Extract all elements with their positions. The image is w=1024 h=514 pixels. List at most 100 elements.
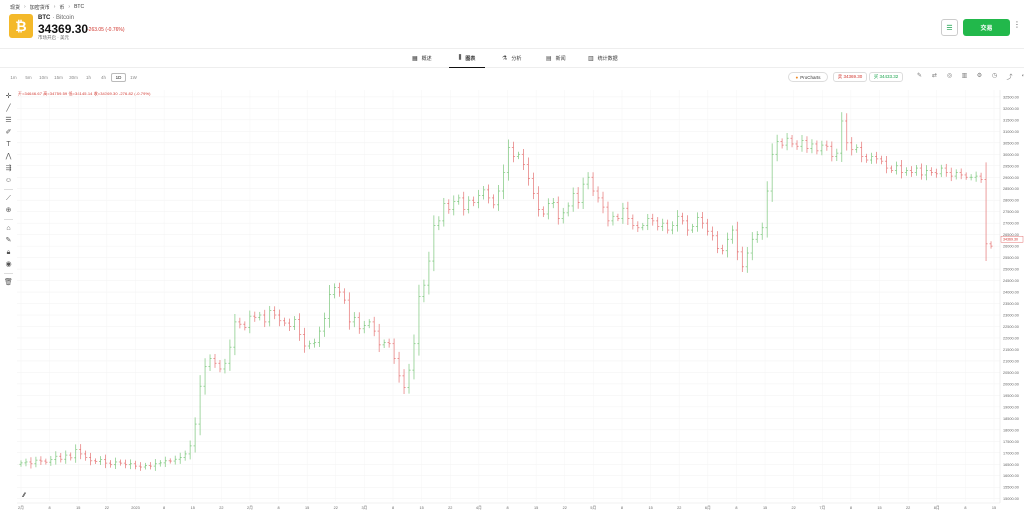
y-tick-label: 28000.00 [1003,199,1019,203]
x-tick-label: 22 [906,506,910,510]
x-tick-label: 8 [850,506,852,510]
breadcrumb-item[interactable]: 币 [59,5,65,11]
y-tick-label: 23500.00 [1003,302,1019,306]
share-icon[interactable]: ⤴ [1006,75,1013,81]
drawing-tools: ✛ ╱ ☰ ✐ T ⋀ ⇶ ☺ ⟋ ⊕ ⌂ ✎ 🔒︎ ◉ 🗑︎ [2,92,15,287]
y-tick-label: 20500.00 [1003,371,1019,375]
settings-icon[interactable]: ⚙ [976,73,983,79]
list-icon: ☰ [946,24,953,32]
timeframe-15m[interactable]: 15m [54,75,63,80]
watchlist-button[interactable]: ☰ [941,19,958,36]
timeframe-1h[interactable]: 1h [85,75,91,80]
current-price-label: 34369.30 [1003,238,1018,242]
clock-icon[interactable]: ◷ [991,73,998,79]
forecast-icon[interactable]: ⇶ [5,165,12,172]
x-tick-label: 15 [534,506,538,510]
y-tick-label: 29500.00 [1003,164,1019,168]
crosshair-icon[interactable]: ✛ [5,93,12,100]
y-tick-label: 22000.00 [1003,336,1019,340]
timeframe-10m[interactable]: 10m [39,75,48,80]
bitcoin-logo: ₿ [9,14,33,38]
sell-button[interactable]: 卖 34369.30 [833,72,867,82]
trade-button[interactable]: 交易 [963,19,1010,36]
breadcrumb: 现货 › 加密货币 › 币 › BTC [10,4,84,11]
y-tick-label: 15000.00 [1003,497,1019,501]
draw-icon[interactable]: ✎ [916,73,923,79]
timeframe-1m[interactable]: 1m [10,75,17,80]
timeframe-5m[interactable]: 5m [25,75,32,80]
timeframe-4h[interactable]: 4h [100,75,106,80]
tab-overview[interactable]: ▦ 概述 [412,49,432,68]
trendline-icon[interactable]: ╱ [6,105,11,112]
buy-button[interactable]: 买 34433.32 [869,72,903,82]
x-tick-label: 15 [763,506,767,510]
emoji-icon[interactable]: ☺ [4,177,13,184]
breadcrumb-separator: › [68,4,71,10]
breadcrumb-item[interactable]: 加密货币 [29,5,50,11]
tab-analysis[interactable]: ⚗ 分析 [502,49,521,68]
indicator-icon[interactable]: ◎ [946,73,953,79]
y-tick-label: 26000.00 [1003,245,1019,249]
zoom-icon[interactable]: ⊕ [5,207,12,214]
text-icon[interactable]: T [6,141,11,148]
ticker-symbol: BTC [38,15,51,21]
tab-label: 概述 [421,56,432,62]
tradingview-logo: ⁄⁄ [21,493,27,499]
y-tick-label: 32000.00 [1003,107,1019,111]
brush-icon[interactable]: ✐ [5,129,12,136]
fib-icon[interactable]: ☰ [5,117,12,124]
lock-icon[interactable]: 🔒︎ [6,249,11,256]
trash-icon[interactable]: 🗑︎ [4,279,13,286]
breadcrumb-item[interactable]: BTC [74,4,85,10]
y-tick-label: 21500.00 [1003,348,1019,352]
x-tick-label: 6月 [705,505,711,510]
x-tick-label: 8 [964,506,966,510]
compare-icon[interactable]: ⇄ [931,73,938,79]
x-tick-label: 15 [305,506,309,510]
x-tick-label: 8月 [934,505,940,510]
x-tick-label: 2023 [131,506,139,510]
y-tick-label: 16000.00 [1003,474,1019,478]
stay-drawing-icon[interactable]: ✎ [5,237,12,244]
market-status: 市场开启 · 美元 [38,35,69,40]
x-tick-label: 8 [621,506,623,510]
x-tick-label: 8 [163,506,165,510]
x-tick-label: 22 [792,506,796,510]
x-tick-label: 3月 [361,505,367,510]
x-tick-label: 2月 [247,505,253,510]
timeframe-30m[interactable]: 30m [69,75,78,80]
tab-statistics[interactable]: ▥ 统计数据 [588,49,618,68]
y-tick-label: 31500.00 [1003,118,1019,122]
prochart-button[interactable]: ● ProCharts [788,72,828,82]
y-tick-label: 16500.00 [1003,463,1019,467]
price-chart[interactable]: 32500.00 32000.00 31500.00 31000.00 30500.00… [17,86,1024,512]
fullscreen-icon[interactable]: ⤢ [1020,72,1024,81]
x-tick-label: 22 [448,506,452,510]
x-tick-label: 8 [735,506,737,510]
x-tick-label: 15 [420,506,424,510]
flask-icon: ⚗ [502,56,508,62]
prochart-icon: ● [795,74,799,80]
chart-toolbar: ✎ ⇄ ◎ ▥ ⚙ ◷ ⤴ ⤢ [915,72,1024,81]
y-tick-label: 27500.00 [1003,210,1019,214]
tab-chart[interactable]: ⫼ 图表 [449,49,485,68]
tab-news[interactable]: ▤ 新闻 [546,49,566,68]
magnet-icon[interactable]: ⌂ [6,225,11,232]
timeframe-1w[interactable]: 1W [130,75,137,80]
x-tick-label: 8 [506,506,508,510]
chart-type-icon[interactable]: ▥ [961,73,968,79]
x-tick-label: 22 [105,506,109,510]
timeframe-selector: 1m 5m 10m 15m 30m 1h 4h 1D 1W [6,73,141,82]
x-tick-label: 15 [992,506,996,510]
tab-label: 图表 [465,55,476,62]
y-tick-label: 25500.00 [1003,256,1019,260]
y-tick-label: 23000.00 [1003,314,1019,318]
more-options-icon[interactable]: ⋮ [1013,20,1021,29]
ticker-name: · Bitcoin [52,15,75,21]
ruler-icon[interactable]: ⟋ [6,195,11,202]
pattern-icon[interactable]: ⋀ [5,153,12,160]
timeframe-1d[interactable]: 1D [111,73,126,82]
y-tick-label: 20000.00 [1003,382,1019,386]
eye-icon[interactable]: ◉ [5,261,12,268]
breadcrumb-item[interactable]: 现货 [10,5,21,11]
